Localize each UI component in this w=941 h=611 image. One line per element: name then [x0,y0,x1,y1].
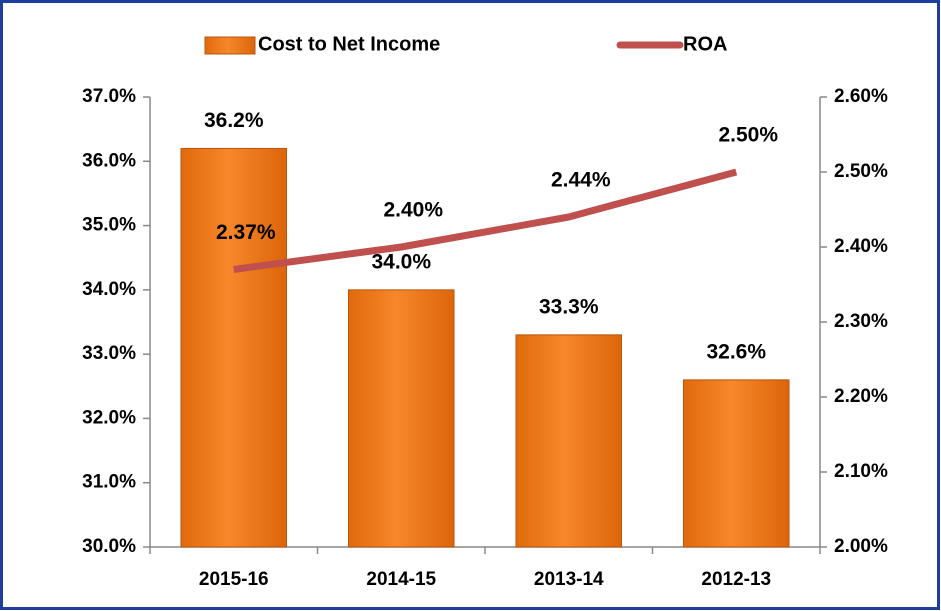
bar [180,147,288,548]
x-tick-label: 2015-16 [199,569,269,590]
y-tick-label: 30.0% [82,536,136,557]
y2-tick-label: 2.50% [834,161,888,182]
data-label: 2.40% [383,199,443,222]
data-label: 33.3% [539,295,599,318]
legend-label: Cost to Net Income [258,33,440,55]
y2-tick-label: 2.20% [834,386,888,407]
y-tick-label: 36.0% [82,150,136,171]
y2-tick-label: 2.30% [834,311,888,332]
legend-label: ROA [683,33,727,55]
y2-tick-label: 2.00% [834,536,888,557]
y-tick-label: 31.0% [82,472,136,493]
data-label: 32.6% [706,340,766,363]
y2-tick-label: 2.40% [834,236,888,257]
data-label: 34.0% [371,250,431,273]
y-tick-label: 34.0% [82,279,136,300]
y-tick-label: 37.0% [82,86,136,107]
y2-tick-label: 2.10% [834,461,888,482]
y-tick-label: 35.0% [82,215,136,236]
legend-swatch [204,36,256,55]
bar [347,289,455,548]
data-label: 2.44% [551,169,611,192]
x-tick-label: 2012-13 [701,569,771,590]
data-label: 2.37% [216,221,276,244]
data-label: 36.2% [204,109,264,132]
bar [515,334,623,548]
y-tick-label: 32.0% [82,407,136,428]
x-tick-label: 2013-14 [534,569,604,590]
y-tick-label: 33.0% [82,343,136,364]
line [233,168,738,273]
bar [682,379,790,548]
y2-tick-label: 2.60% [834,86,888,107]
x-tick-label: 2014-15 [366,569,436,590]
data-label: 2.50% [718,124,778,147]
